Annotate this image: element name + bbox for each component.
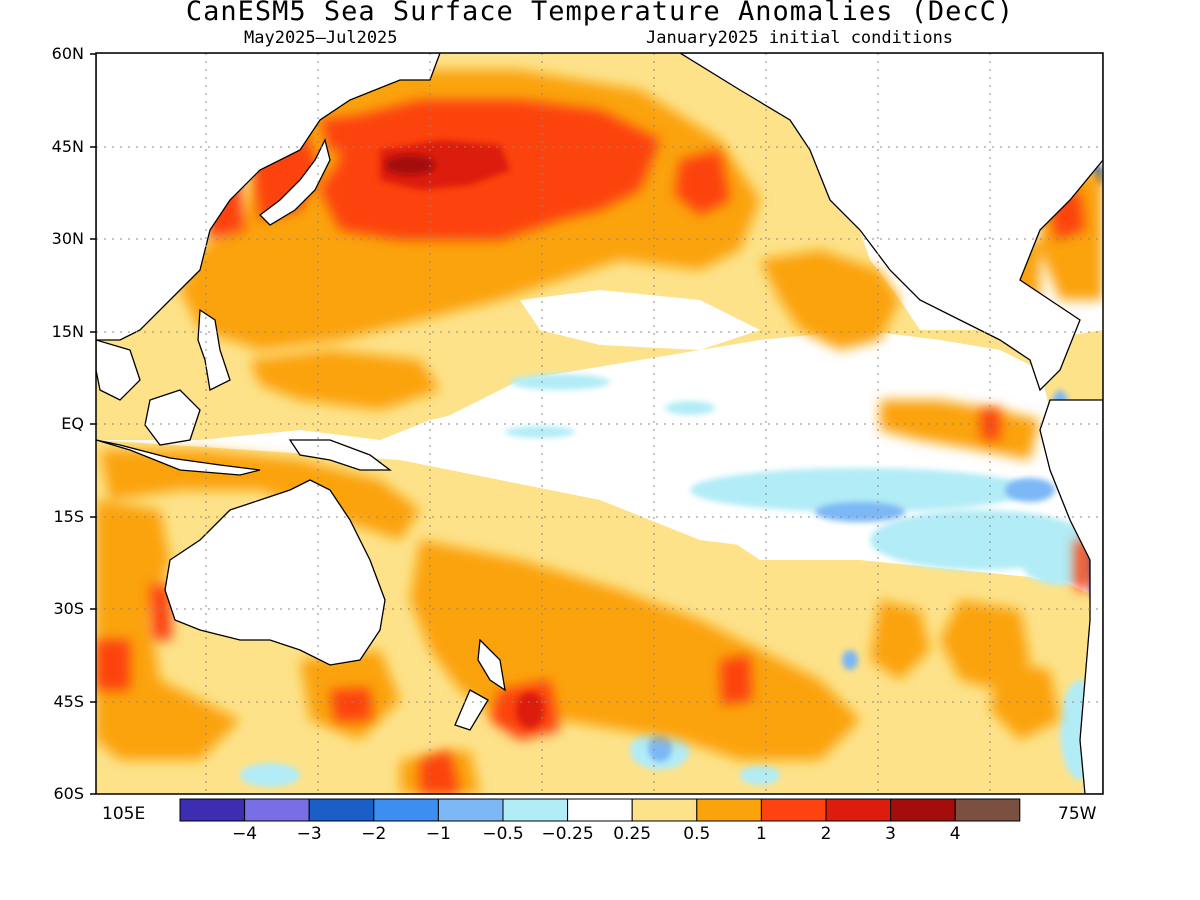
- colorbar-label: 3: [885, 824, 897, 844]
- colorbar-swatch: [308, 798, 375, 822]
- lat-label-45s: 45S: [53, 692, 84, 711]
- colorbar-label: 0.25: [613, 824, 652, 844]
- lat-label-15s: 15S: [53, 507, 84, 526]
- lon-label-east: 75W: [1058, 804, 1097, 824]
- lat-label-15n: 15N: [51, 322, 84, 341]
- initial-conditions: January2025 initial conditions: [646, 28, 954, 48]
- lat-label-eq: EQ: [61, 414, 84, 433]
- colorbar-swatch: [502, 798, 569, 822]
- lat-label-45n: 45N: [51, 137, 84, 156]
- colorbar-swatch: [373, 798, 439, 822]
- colorbar-swatch: [890, 798, 956, 822]
- map-frame: [90, 52, 1104, 795]
- graticule: [96, 53, 1103, 794]
- anomaly-field: [96, 53, 1103, 794]
- colorbar-label: −0.5: [482, 824, 524, 844]
- lat-label-60s: 60S: [53, 784, 84, 803]
- coastlines: [96, 53, 1103, 794]
- colorbar-swatch: [631, 798, 698, 822]
- lat-label-60n: 60N: [51, 44, 84, 63]
- colorbar-label: 1: [755, 824, 767, 844]
- colorbar-label: −4: [232, 824, 258, 844]
- colorbar-swatch: [567, 798, 633, 822]
- colorbar-swatch: [179, 798, 246, 822]
- colorbar-swatch: [825, 798, 892, 822]
- colorbar-label: −2: [361, 824, 387, 844]
- lat-label-30s: 30S: [53, 599, 84, 618]
- lat-label-30n: 30N: [51, 229, 84, 248]
- colorbar-swatch: [437, 798, 504, 822]
- colorbar-swatch: [244, 798, 310, 822]
- colorbar-swatch: [696, 798, 762, 822]
- colorbar-label: 4: [949, 824, 961, 844]
- colorbar-swatch: [954, 798, 1021, 822]
- colorbar-label: 0.5: [683, 824, 711, 844]
- colorbar-label: −3: [296, 824, 322, 844]
- lon-label-west: 105E: [102, 804, 146, 824]
- forecast-period: May2025—Jul2025: [244, 28, 398, 48]
- colorbar-label: −0.25: [541, 824, 594, 844]
- colorbar-label: −1: [425, 824, 451, 844]
- colorbar-label: 2: [820, 824, 832, 844]
- colorbar-swatch: [760, 798, 827, 822]
- map-title: CanESM5 Sea Surface Temperature Anomalie…: [185, 0, 1015, 27]
